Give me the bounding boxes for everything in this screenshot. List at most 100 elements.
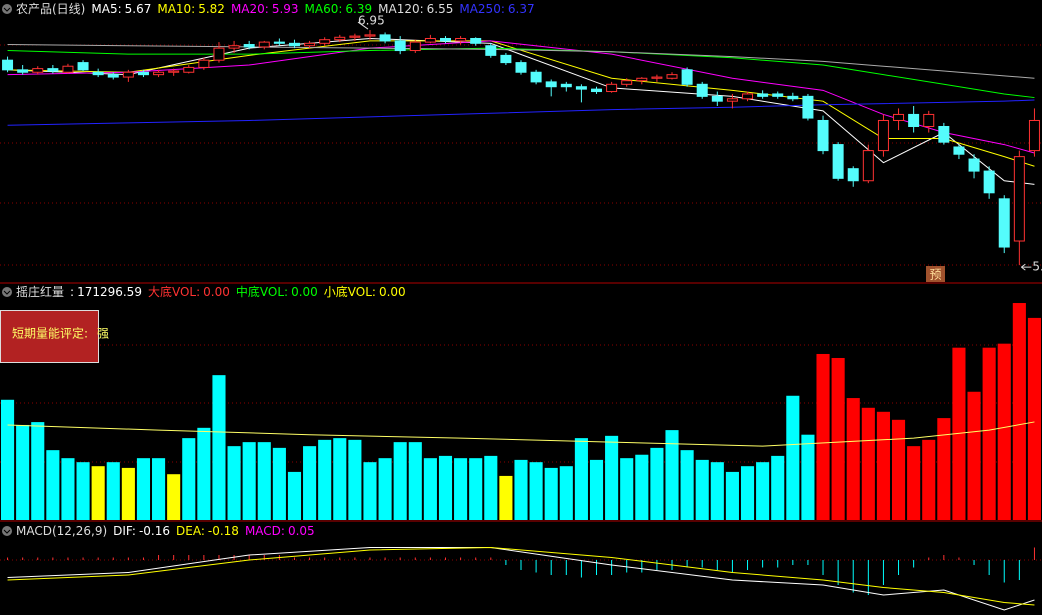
- readout-value: 5.82: [198, 2, 225, 16]
- readout-name: MA20:: [231, 2, 269, 16]
- volume-bar: [997, 343, 1011, 520]
- candle-body: [681, 69, 693, 85]
- annotation: 6.95: [358, 14, 385, 28]
- candle-body: [757, 93, 769, 97]
- candle-body: [832, 144, 844, 179]
- volume-bar: [740, 466, 755, 520]
- readout-value: 6.37: [508, 2, 535, 16]
- candle-body: [243, 44, 255, 48]
- readout-value: -0.16: [139, 524, 170, 538]
- readout-value: 5.67: [125, 2, 152, 16]
- readout-name: 小底VOL:: [324, 284, 376, 299]
- candle-body: [802, 95, 814, 119]
- panel-title: 摇庄红量: [16, 284, 64, 299]
- readout-value: 6.39: [345, 2, 372, 16]
- candle-body: [77, 62, 89, 71]
- candle-body: [772, 93, 784, 97]
- candle-body: [742, 93, 754, 100]
- badge-box: [926, 266, 945, 282]
- candle-body: [938, 125, 950, 143]
- readout-name: MACD:: [245, 524, 285, 538]
- readout-value: 6.55: [427, 2, 454, 16]
- panel-title: MACD(12,26,9): [16, 524, 107, 538]
- candle-body: [364, 34, 376, 37]
- readout-name: 中底VOL:: [236, 284, 288, 299]
- readout-value: 171296.59: [77, 285, 142, 299]
- ma-line: [7, 47, 1035, 99]
- volume-bar: [272, 447, 286, 520]
- candle-body: [470, 37, 482, 44]
- candle-body: [696, 83, 708, 97]
- panel-header: 摇庄红量:171296.59 大底VOL: 0.00 中底VOL: 0.00 小底VOL:…: [16, 284, 406, 299]
- ma-line: [7, 40, 1035, 167]
- candle-body: [47, 68, 59, 72]
- volume-bar: [891, 419, 906, 520]
- volume-bar: [937, 418, 951, 520]
- candle-body: [983, 170, 995, 194]
- readout-name: DEA:: [176, 524, 205, 538]
- annotation-arrow: [357, 21, 369, 30]
- readout-name: MA5:: [91, 2, 121, 16]
- volume-bar: [771, 455, 785, 520]
- candle-body: [711, 95, 723, 102]
- candle-body: [953, 146, 965, 155]
- candle-body: [500, 54, 512, 64]
- volume-bar: [303, 446, 317, 520]
- candle-body: [968, 158, 980, 172]
- volume-bar: [680, 450, 694, 520]
- volume-bar: [91, 466, 105, 520]
- volume-bar: [76, 462, 90, 520]
- volume-bar: [31, 422, 45, 520]
- volume-bar: [620, 458, 634, 520]
- readout-name: MA10:: [157, 2, 195, 16]
- candle-body: [998, 198, 1010, 248]
- candle-body: [168, 70, 180, 73]
- volume-bar: [605, 435, 619, 520]
- candle-body: [726, 98, 738, 102]
- panel-header: MACD(12,26,9) DIF: -0.16 DEA: -0.18 MACD: 0.05: [16, 524, 315, 538]
- volume-bar: [1012, 303, 1026, 520]
- readout-value: 0.00: [291, 285, 318, 299]
- candle-body: [651, 76, 663, 79]
- candle-body: [137, 71, 149, 76]
- volume-bar: [106, 462, 120, 520]
- candle-body: [847, 168, 859, 182]
- ma-line: [7, 421, 1035, 447]
- readout-name: 大底VOL:: [148, 284, 200, 299]
- volume-bar: [393, 442, 407, 520]
- candle-body: [273, 41, 285, 44]
- volume-bar: [136, 458, 151, 520]
- volume-bar: [816, 353, 830, 520]
- volume-bar: [635, 454, 649, 520]
- readout-value: 5.93: [272, 2, 299, 16]
- candle-body: [893, 113, 905, 121]
- volume-bar: [952, 347, 966, 520]
- volume-bar: [469, 458, 483, 520]
- readout-name: MA250:: [459, 2, 505, 16]
- volume-bar: [876, 411, 890, 520]
- collapse-icon: [3, 529, 11, 534]
- candle-body: [817, 119, 829, 152]
- candle-body: [862, 150, 874, 182]
- volume-bar: [982, 347, 996, 520]
- volume-bar: [227, 446, 241, 520]
- volume-bar: [287, 471, 302, 520]
- candle-body: [258, 41, 270, 48]
- volume-bar: [499, 475, 513, 520]
- readout-name: :: [70, 285, 74, 299]
- rating: 强: [97, 327, 109, 341]
- candle-body: [877, 119, 889, 152]
- candle-body: [107, 74, 119, 78]
- candle-body: [424, 37, 436, 43]
- volume-bar: [907, 446, 921, 520]
- volume-bar: [529, 462, 543, 520]
- volume-bar: [348, 439, 362, 520]
- volume-bar: [378, 458, 392, 520]
- volume-bar: [514, 459, 528, 520]
- candle-body: [560, 83, 572, 88]
- volume-bar: [242, 442, 256, 520]
- candle-body: [62, 65, 74, 73]
- volume-bar: [318, 439, 332, 520]
- volume-bar: [212, 375, 226, 520]
